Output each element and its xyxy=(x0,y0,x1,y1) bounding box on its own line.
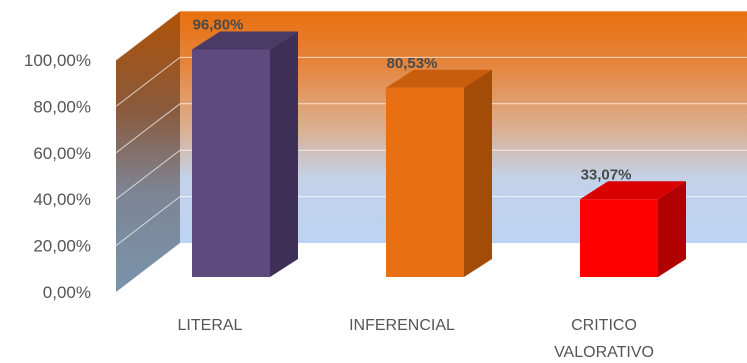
bar xyxy=(386,87,464,277)
data-label: 33,07% xyxy=(581,166,632,183)
bar-side xyxy=(658,181,686,277)
bar-side xyxy=(270,31,298,277)
y-tick-label: 60,00% xyxy=(33,144,91,163)
data-labels: 96,80% 80,53% 33,07% xyxy=(193,17,632,184)
data-label: 80,53% xyxy=(387,55,438,72)
category-label: VALORATIVO xyxy=(554,344,654,361)
y-tick-label: 40,00% xyxy=(33,190,91,209)
y-tick-label: 100,00% xyxy=(24,51,91,70)
gridline xyxy=(115,196,747,246)
data-label: 96,80% xyxy=(193,17,244,34)
y-tick-label: 20,00% xyxy=(33,237,91,256)
gridline xyxy=(115,56,747,107)
gridline xyxy=(115,149,747,200)
category-label: CRITICO xyxy=(571,317,637,334)
y-axis: 0,00% 20,00% 40,00% 60,00% 80,00% 100,00% xyxy=(24,51,91,302)
x-axis: LITERAL INFERENCIAL CRITICO VALORATIVO xyxy=(178,317,654,361)
y-tick-label: 80,00% xyxy=(33,97,91,116)
gridline xyxy=(115,103,747,154)
bar xyxy=(192,49,270,277)
chart-side-wall xyxy=(116,11,180,292)
gridline xyxy=(115,10,747,61)
bar-top xyxy=(386,69,492,88)
bars xyxy=(192,31,686,277)
bar-top xyxy=(192,31,298,50)
gridlines xyxy=(115,10,747,246)
bar xyxy=(580,199,658,277)
category-label: LITERAL xyxy=(178,317,243,334)
y-tick-label: 0,00% xyxy=(43,283,91,302)
bar-side xyxy=(464,69,492,277)
category-label: INFERENCIAL xyxy=(349,317,455,334)
bar-top xyxy=(580,181,686,200)
